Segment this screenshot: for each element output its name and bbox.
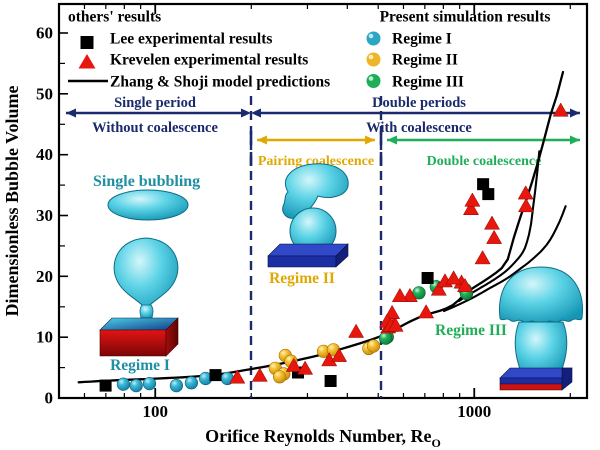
svg-text:40: 40 bbox=[36, 145, 53, 164]
svg-text:Regime I: Regime I bbox=[392, 31, 452, 48]
svg-text:10: 10 bbox=[36, 328, 53, 347]
svg-text:Regime III: Regime III bbox=[435, 322, 507, 339]
svg-text:Single period: Single period bbox=[114, 95, 196, 111]
svg-text:Regime II: Regime II bbox=[269, 270, 335, 287]
svg-text:50: 50 bbox=[36, 84, 53, 103]
svg-text:30: 30 bbox=[36, 206, 53, 225]
svg-text:100: 100 bbox=[143, 402, 169, 421]
svg-text:others' results: others' results bbox=[68, 9, 161, 26]
svg-text:Single bubbling: Single bubbling bbox=[93, 173, 200, 190]
svg-text:Present simulation results: Present simulation results bbox=[380, 9, 551, 26]
svg-text:Zhang & Shoji model prediction: Zhang & Shoji model predictions bbox=[110, 74, 330, 91]
svg-text:Dimensionless Bubble Volume: Dimensionless Bubble Volume bbox=[2, 85, 22, 316]
svg-text:Regime II: Regime II bbox=[392, 52, 458, 69]
svg-text:60: 60 bbox=[36, 24, 53, 43]
svg-text:Lee experimental results: Lee experimental results bbox=[110, 31, 272, 48]
svg-text:Regime III: Regime III bbox=[392, 74, 464, 91]
svg-text:Double coalescence: Double coalescence bbox=[427, 154, 542, 169]
svg-text:Orifice Reynolds Number, ReO: Orifice Reynolds Number, ReO bbox=[205, 426, 441, 450]
svg-text:Without coalescence: Without coalescence bbox=[92, 120, 218, 136]
svg-text:Regime I: Regime I bbox=[110, 357, 170, 374]
svg-text:1000: 1000 bbox=[457, 402, 491, 421]
svg-text:Double periods: Double periods bbox=[372, 95, 466, 111]
svg-text:Krevelen experimental results: Krevelen experimental results bbox=[110, 52, 308, 69]
svg-text:0: 0 bbox=[45, 389, 54, 408]
svg-text:20: 20 bbox=[36, 267, 53, 286]
